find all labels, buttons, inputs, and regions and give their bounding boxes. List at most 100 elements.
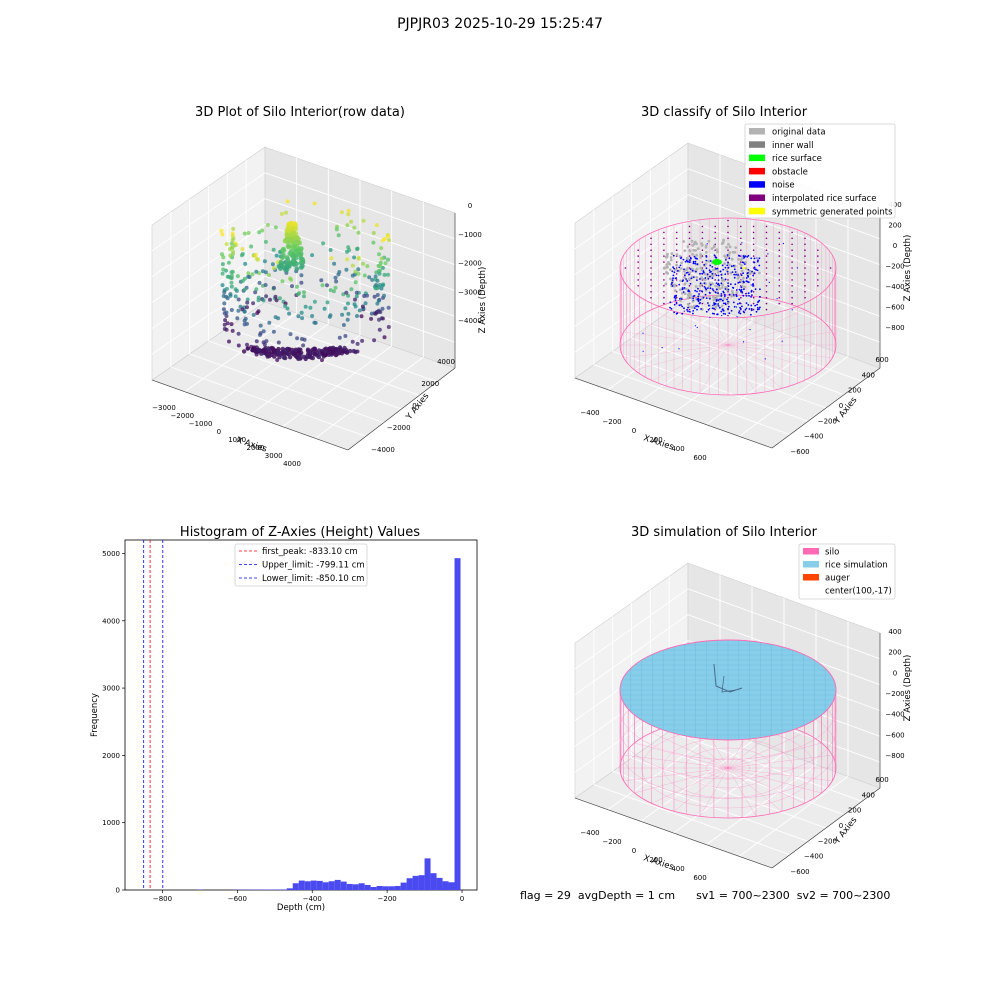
noise-point (747, 281, 750, 284)
interpolated-point (765, 237, 768, 240)
raw-z-tick: −3000 (458, 288, 482, 296)
silo-floor-spoke (651, 767, 729, 804)
raw-point (329, 256, 334, 261)
interpolated-point (650, 285, 652, 287)
interpolated-point (765, 267, 768, 269)
interpolated-point (663, 273, 665, 275)
noise-point (699, 272, 701, 275)
raw-point (377, 268, 382, 273)
noise-point (692, 262, 695, 265)
original-point (694, 285, 698, 288)
noise-point (684, 274, 686, 277)
noise-point (709, 264, 712, 267)
histogram-bar (394, 885, 401, 890)
original-point (748, 272, 752, 275)
silo-floor-spoke (727, 331, 833, 346)
noise-point (744, 309, 747, 311)
raw-point (224, 327, 229, 332)
interpolated-point (804, 237, 806, 240)
noise-point (702, 270, 705, 273)
noise-point (672, 266, 674, 269)
classify-z-axis-label: Z Axies (Depth) (903, 235, 913, 302)
original-point (730, 294, 733, 298)
raw-point (353, 269, 358, 274)
original-point (728, 245, 732, 249)
original-point (682, 240, 686, 243)
interpolated-point (637, 273, 639, 275)
raw-point (220, 232, 225, 237)
noise-point (688, 261, 691, 263)
original-point (695, 275, 699, 279)
histogram-bar (448, 882, 455, 890)
raw-point (295, 284, 299, 289)
noise-point (727, 305, 730, 308)
noise-point (796, 267, 799, 269)
noise-point (717, 303, 720, 305)
noise-point (748, 294, 750, 297)
interpolated-point (688, 267, 691, 269)
raw-point (242, 231, 247, 236)
raw-point (350, 339, 355, 344)
original-point (680, 261, 683, 265)
classify-legend: original data inner wall rice surface obsta… (744, 123, 896, 219)
raw-point (254, 269, 259, 274)
raw-point (245, 342, 249, 347)
raw-point (353, 280, 358, 285)
original-point (741, 276, 745, 280)
raw-point (285, 199, 290, 204)
noise-point (696, 308, 698, 311)
raw-point (236, 343, 241, 348)
noise-point (759, 288, 761, 291)
interpolated-point (791, 237, 793, 240)
legend-label: obstacle (772, 167, 808, 177)
simulation-z-tick: −400 (885, 711, 904, 719)
noise-point (730, 265, 733, 268)
histogram-bar (364, 884, 371, 890)
histogram-bar (418, 875, 425, 890)
interpolated-point (637, 261, 639, 263)
raw-point (263, 348, 269, 354)
interpolated-point (688, 255, 691, 257)
y-tick-label: 0 (116, 887, 120, 895)
raw-point (258, 323, 263, 328)
noise-point (678, 283, 681, 286)
raw-point (274, 298, 279, 303)
raw-point (342, 345, 347, 351)
raw-point (331, 349, 336, 355)
raw-point (276, 340, 281, 345)
silo-floor-ring (684, 747, 772, 789)
noise-point (717, 279, 720, 281)
raw-z-tick: −1000 (458, 231, 482, 239)
raw-point (343, 306, 348, 311)
classify-z-tick: 200 (888, 222, 901, 230)
raw-x-tick: −3000 (152, 404, 176, 412)
raw-point (230, 328, 235, 333)
interpolated-point (688, 237, 691, 240)
noise-point (699, 282, 702, 285)
interpolated-point (675, 273, 678, 275)
original-point (706, 275, 710, 279)
noise-point (717, 299, 720, 301)
noise-point (756, 257, 758, 259)
interpolated-point (701, 302, 704, 305)
interpolated-point (740, 261, 742, 263)
noise-point (747, 254, 750, 257)
noise-point (742, 310, 745, 313)
noise-point (742, 341, 745, 343)
noise-point (706, 273, 709, 276)
original-point (665, 263, 669, 266)
panel-raw-title: 3D Plot of Silo Interior(row data) (195, 105, 405, 120)
noise-point (680, 256, 683, 259)
panel-classify-title: 3D classify of Silo Interior (641, 105, 808, 120)
legend-label: noise (772, 181, 795, 191)
interpolated-point (817, 255, 819, 257)
raw-point (344, 267, 349, 272)
noise-point (693, 255, 696, 258)
silo-floor-spoke (623, 331, 729, 346)
raw-point (333, 275, 338, 280)
simulation-x-tick: 400 (671, 865, 684, 873)
raw-point (354, 290, 359, 295)
silo-floor-spoke (651, 344, 729, 381)
raw-x-tick: −1000 (189, 420, 213, 428)
